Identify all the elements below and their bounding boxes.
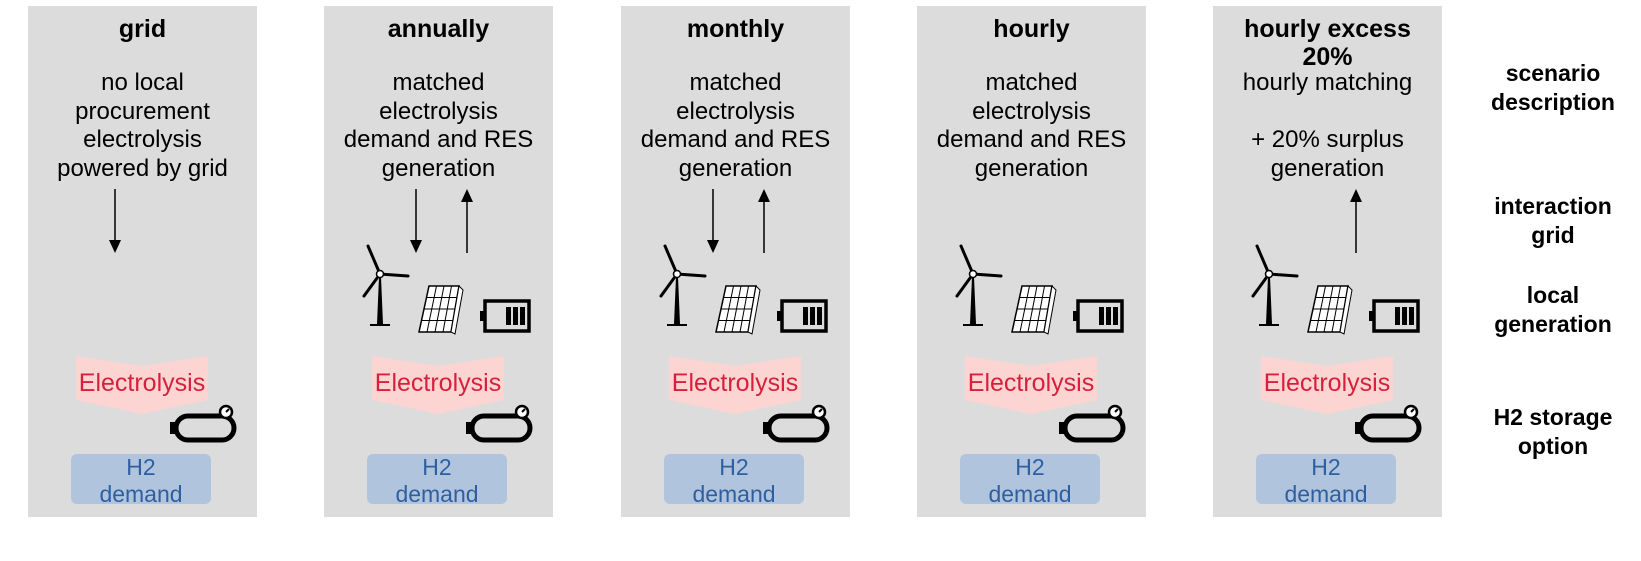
electrolysis-label: Electrolysis xyxy=(78,369,206,397)
electrolysis-node: Electrolysis xyxy=(372,356,504,414)
h2-demand-node: H2 demand xyxy=(960,454,1100,507)
panel-title: monthly xyxy=(686,15,785,43)
electrolysis-label: Electrolysis xyxy=(967,369,1095,397)
arrow-down-icon xyxy=(707,189,719,253)
arrow-up-icon xyxy=(758,189,770,253)
h2-tank-icon xyxy=(1355,404,1422,443)
arrow-down-icon xyxy=(109,189,121,253)
scenario-panel-monthly: monthly matched electrolysis demand and … xyxy=(621,6,850,517)
panel-description: matched electrolysis demand and RES gene… xyxy=(343,69,534,182)
row-label-interaction-grid: interaction grid xyxy=(1494,193,1612,248)
wind-turbine-icon xyxy=(955,244,1003,326)
arrow-up-icon xyxy=(461,189,473,253)
electrolysis-label: Electrolysis xyxy=(671,369,799,397)
panel-title: hourly excess 20% xyxy=(1244,15,1411,71)
h2-demand-node: H2 demand xyxy=(71,454,211,507)
wind-turbine-icon xyxy=(1251,244,1299,326)
electrolysis-label: Electrolysis xyxy=(1263,369,1391,397)
solar-panel-icon xyxy=(1011,284,1057,335)
panel-title: hourly xyxy=(993,15,1070,43)
h2-demand-label: H2 demand xyxy=(1284,454,1368,507)
row-label-h2-storage-option: H2 storage option xyxy=(1493,404,1613,459)
arrow-down-icon xyxy=(410,189,422,253)
h2-demand-label: H2 demand xyxy=(692,454,776,507)
wind-turbine-icon xyxy=(362,244,410,326)
h2-demand-label: H2 demand xyxy=(988,454,1072,507)
row-label-local-generation: local generation xyxy=(1494,282,1612,337)
h2-demand-node: H2 demand xyxy=(367,454,507,507)
panel-description: hourly matching + 20% surplus generation xyxy=(1242,69,1413,182)
h2-demand-node: H2 demand xyxy=(1256,454,1396,507)
h2-demand-label: H2 demand xyxy=(99,454,183,507)
solar-panel-icon xyxy=(715,284,761,335)
arrow-up-icon xyxy=(1350,189,1362,253)
h2-tank-icon xyxy=(1059,404,1126,443)
panel-description: matched electrolysis demand and RES gene… xyxy=(936,69,1127,182)
panel-description: matched electrolysis demand and RES gene… xyxy=(640,69,831,182)
scenario-panel-hourly: hourly matched electrolysis demand and R… xyxy=(917,6,1146,517)
h2-demand-node: H2 demand xyxy=(664,454,804,507)
electrolysis-node: Electrolysis xyxy=(965,356,1097,414)
h2-tank-icon xyxy=(170,404,237,443)
battery-icon xyxy=(777,299,828,333)
panel-title: annually xyxy=(387,15,490,43)
row-label-scenario-description: scenario description xyxy=(1491,60,1615,115)
battery-icon xyxy=(480,299,531,333)
solar-panel-icon xyxy=(418,284,464,335)
scenario-panel-hourly-excess: hourly excess 20% hourly matching + 20% … xyxy=(1213,6,1442,517)
panel-description: no local procurement electrolysis powere… xyxy=(57,69,228,182)
battery-icon xyxy=(1369,299,1420,333)
electrolysis-node: Electrolysis xyxy=(1261,356,1393,414)
scenario-panel-grid: grid no local procurement electrolysis p… xyxy=(28,6,257,517)
panel-title: grid xyxy=(118,15,167,43)
electrolysis-label: Electrolysis xyxy=(374,369,502,397)
h2-tank-icon xyxy=(466,404,533,443)
electrolysis-node: Electrolysis xyxy=(76,356,208,414)
electrolysis-node: Electrolysis xyxy=(669,356,801,414)
wind-turbine-icon xyxy=(659,244,707,326)
h2-tank-icon xyxy=(763,404,830,443)
h2-demand-label: H2 demand xyxy=(395,454,479,507)
scenario-panel-annually: annually matched electrolysis demand and… xyxy=(324,6,553,517)
battery-icon xyxy=(1073,299,1124,333)
solar-panel-icon xyxy=(1307,284,1353,335)
